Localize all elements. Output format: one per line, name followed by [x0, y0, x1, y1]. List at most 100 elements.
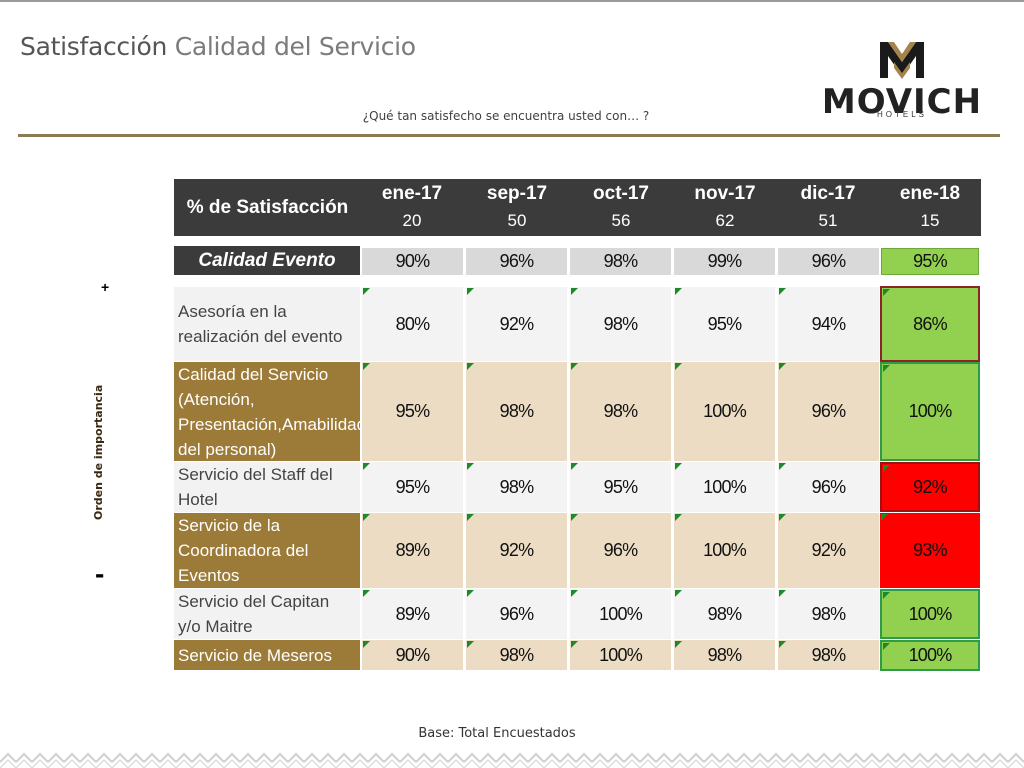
row-value: 95%	[570, 462, 671, 512]
logo-subtext: HOTELS	[876, 110, 927, 119]
event-value: 98%	[570, 248, 671, 275]
comment-flag-icon	[881, 514, 888, 521]
row-value: 96%	[570, 513, 671, 588]
row-value: 95%	[362, 462, 463, 512]
col-sample-size: 51	[818, 211, 838, 230]
col-month: ene-17	[381, 183, 443, 204]
comment-flag-icon	[467, 514, 474, 521]
row-value: 96%	[778, 462, 879, 512]
row-label: Servicio de la Coordinadora del Eventos	[174, 513, 360, 588]
row-value: 95%	[674, 287, 775, 361]
row-value: 96%	[778, 362, 879, 461]
row-value: 98%	[570, 287, 671, 361]
page-title: Satisfacción Calidad del Servicio	[20, 32, 416, 61]
comment-flag-icon	[571, 514, 578, 521]
comment-flag-icon	[571, 288, 578, 295]
comment-flag-icon	[779, 288, 786, 295]
comment-flag-icon	[779, 514, 786, 521]
event-value: 90%	[362, 248, 463, 275]
event-value: 95%	[881, 248, 979, 275]
row-value: 98%	[674, 640, 775, 670]
row-value: 92%	[466, 287, 567, 361]
row-value: 92%	[466, 513, 567, 588]
top-rule	[0, 0, 1024, 2]
movich-logo: MOVICH HOTELS	[814, 40, 990, 124]
row-value: 98%	[466, 462, 567, 512]
col-month: dic-17	[800, 183, 856, 204]
axis-label-importance: Orden de importancia	[92, 384, 105, 520]
row-value-highlight: 100%	[880, 640, 980, 671]
col-sample-size: 56	[611, 211, 631, 230]
row-value-highlight: 92%	[880, 462, 980, 512]
row-label: Servicio del Staff del Hotel	[174, 462, 360, 512]
comment-flag-icon	[363, 363, 370, 370]
comment-flag-icon	[779, 641, 786, 648]
comment-flag-icon	[571, 590, 578, 597]
comment-flag-icon	[363, 514, 370, 521]
comment-flag-icon	[883, 592, 890, 599]
row-label: Servicio del Capitan y/o Maitre	[174, 589, 360, 639]
row-value-highlight: 100%	[880, 589, 980, 639]
row-value: 89%	[362, 513, 463, 588]
comment-flag-icon	[675, 641, 682, 648]
comment-flag-icon	[675, 363, 682, 370]
row-value: 98%	[570, 362, 671, 461]
comment-flag-icon	[363, 288, 370, 295]
row-value: 90%	[362, 640, 463, 670]
col-sample-size: 62	[715, 211, 735, 230]
row-value: 98%	[674, 589, 775, 639]
row-value: 100%	[570, 640, 671, 670]
comment-flag-icon	[467, 288, 474, 295]
row-value: 100%	[674, 362, 775, 461]
comment-flag-icon	[779, 590, 786, 597]
gold-divider	[18, 134, 1000, 137]
row-value: 89%	[362, 589, 463, 639]
row-value-highlight: 100%	[880, 362, 980, 461]
comment-flag-icon	[467, 641, 474, 648]
row-value: 98%	[466, 640, 567, 670]
comment-flag-icon	[467, 463, 474, 470]
comment-flag-icon	[467, 590, 474, 597]
comment-flag-icon	[779, 463, 786, 470]
row-value: 94%	[778, 287, 879, 361]
event-row-label: Calidad Evento	[174, 246, 360, 275]
decorative-pattern-band	[0, 748, 1024, 768]
title-second: Calidad del Servicio	[174, 32, 416, 61]
footer-base-note: Base: Total Encuestados	[418, 726, 576, 741]
row-value-highlight: 93%	[880, 513, 980, 588]
comment-flag-icon	[467, 363, 474, 370]
row-value: 100%	[570, 589, 671, 639]
row-value: 98%	[778, 589, 879, 639]
row-value: 80%	[362, 287, 463, 361]
comment-flag-icon	[883, 365, 890, 372]
table-header	[174, 179, 981, 236]
comment-flag-icon	[571, 463, 578, 470]
col-month: ene-18	[899, 183, 961, 204]
comment-flag-icon	[883, 643, 890, 650]
row-value-highlight: 86%	[880, 286, 980, 362]
row-value: 95%	[362, 362, 463, 461]
event-value: 96%	[778, 248, 879, 275]
row-value: 98%	[466, 362, 567, 461]
row-value: 98%	[778, 640, 879, 670]
comment-flag-icon	[779, 363, 786, 370]
comment-flag-icon	[363, 641, 370, 648]
event-value: 99%	[674, 248, 775, 275]
header-label: % de Satisfacción	[186, 196, 349, 218]
row-value: 96%	[466, 589, 567, 639]
comment-flag-icon	[571, 641, 578, 648]
comment-flag-icon	[363, 463, 370, 470]
row-label: Servicio de Meseros	[174, 640, 360, 670]
logo-word: MOVICH	[821, 82, 983, 122]
row-label: Calidad del Servicio (Atención, Presenta…	[174, 362, 366, 461]
row-value: 100%	[674, 462, 775, 512]
comment-flag-icon	[675, 288, 682, 295]
event-value: 96%	[466, 248, 567, 275]
col-sample-size: 15	[920, 211, 940, 230]
col-month: nov-17	[694, 183, 756, 204]
col-month: oct-17	[593, 183, 649, 204]
row-value: 92%	[778, 513, 879, 588]
col-sample-size: 50	[507, 211, 527, 230]
col-sample-size: 20	[402, 211, 422, 230]
title-first: Satisfacción	[20, 32, 168, 61]
